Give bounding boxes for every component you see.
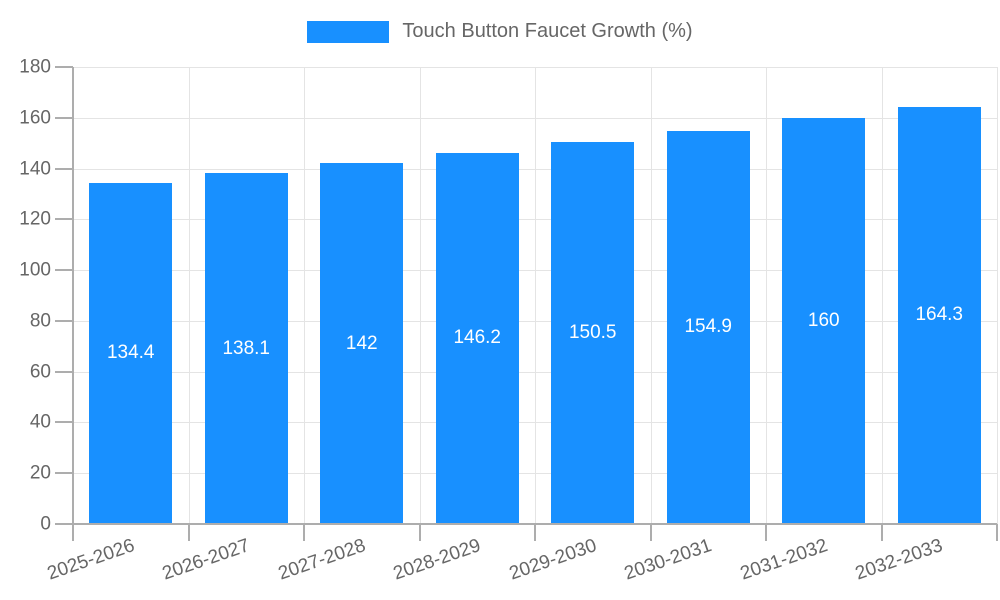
y-tick-label: 180 [19, 56, 51, 78]
bar[interactable]: 142 [320, 163, 404, 524]
bar-value-label: 134.4 [106, 342, 155, 364]
x-axis-tick [649, 524, 652, 541]
x-axis-tick [765, 524, 767, 541]
y-axis-tick [55, 116, 73, 119]
legend-label: Touch Button Faucet Growth (%) [402, 20, 693, 42]
gridline-vertical [650, 67, 652, 524]
bar-value-label: 164.3 [915, 304, 963, 326]
y-axis-tick [55, 269, 73, 272]
x-tick-label: 2026-2027 [160, 535, 253, 585]
y-axis-tick [55, 167, 73, 170]
plot-area: 0 20 40 60 80 100 120 140 160 180 134.4 2025-2026 13… [19, 58, 998, 584]
bar-value-label: 154.9 [684, 316, 732, 338]
gridline-vertical [304, 67, 305, 524]
bar[interactable]: 138.1 [204, 173, 288, 524]
x-axis-tick [534, 524, 536, 541]
legend-item[interactable]: Touch Button Faucet Growth (%) [0, 20, 1000, 43]
gridline-vertical [188, 67, 190, 524]
y-axis-tick [55, 421, 73, 424]
y-tick-label: 40 [29, 411, 51, 433]
gridline-vertical [881, 67, 883, 524]
bar[interactable]: 154.9 [666, 130, 750, 524]
y-tick-label: 160 [19, 107, 51, 129]
y-tick-label: 140 [19, 158, 51, 180]
gridline-vertical [535, 67, 536, 524]
x-axis-tick [880, 524, 883, 541]
x-axis-tick [187, 524, 190, 541]
y-tick-label: 60 [29, 361, 51, 383]
bar[interactable]: 160 [782, 117, 866, 524]
x-tick-label: 2032-2033 [853, 535, 946, 585]
bar[interactable]: 164.3 [897, 106, 981, 524]
y-axis-line [72, 67, 74, 524]
legend-swatch-icon [307, 20, 390, 43]
x-axis-tick [72, 524, 74, 541]
bar[interactable]: 146.2 [435, 152, 519, 524]
y-tick-label: 120 [19, 208, 51, 230]
y-tick-label: 0 [40, 513, 51, 535]
x-tick-label: 2027-2028 [275, 535, 369, 585]
bar-value-label: 146.2 [453, 327, 501, 349]
x-tick-label: 2029-2030 [506, 535, 600, 585]
y-axis-tick [55, 472, 73, 475]
y-axis-tick [55, 319, 73, 322]
y-axis-tick [55, 523, 73, 525]
y-tick-label: 80 [29, 310, 51, 332]
x-axis-line [73, 523, 997, 525]
x-axis-tick [303, 524, 305, 541]
y-axis-tick [55, 370, 73, 373]
y-axis-tick [55, 66, 73, 68]
x-axis-tick [418, 524, 421, 541]
gridline-vertical [997, 67, 998, 524]
x-tick-label: 2025-2026 [44, 535, 138, 585]
bar-value-label: 138.1 [222, 337, 270, 359]
bar-value-label: 160 [807, 309, 840, 331]
gridline-vertical [419, 67, 421, 524]
x-tick-label: 2030-2031 [622, 535, 715, 585]
x-tick-label: 2028-2029 [391, 535, 484, 585]
x-axis-tick [996, 524, 998, 541]
x-tick-label: 2031-2032 [737, 535, 831, 585]
gridline-vertical [766, 67, 767, 524]
bar[interactable]: 134.4 [89, 182, 173, 524]
bar-value-label: 150.5 [568, 321, 617, 343]
bar-value-label: 142 [345, 332, 378, 354]
y-axis-tick [55, 218, 73, 221]
y-tick-label: 20 [29, 462, 51, 484]
bar[interactable]: 150.5 [551, 141, 635, 524]
y-tick-label: 100 [19, 259, 51, 281]
